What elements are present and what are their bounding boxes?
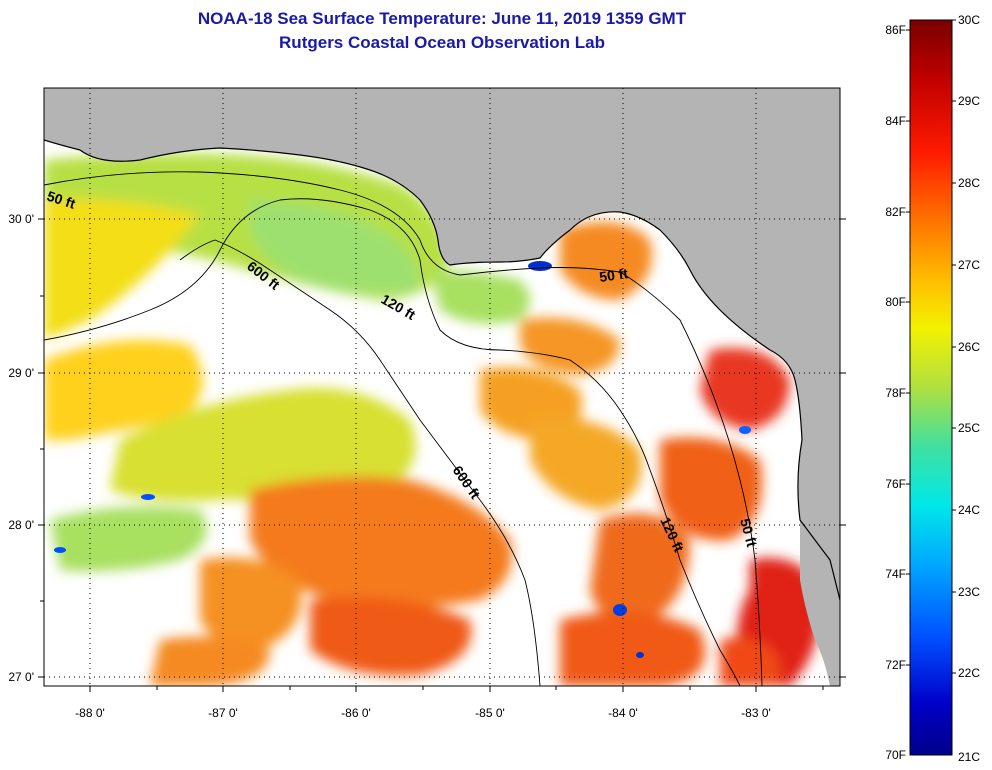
- c-label: 29C: [958, 94, 980, 108]
- contour-label: 50 ft: [737, 517, 760, 549]
- lon-label: -85 0': [475, 706, 505, 720]
- map-frame: [43, 87, 841, 687]
- lat-label: 27 0': [8, 670, 34, 684]
- c-label: 24C: [958, 503, 980, 517]
- lon-label: -87 0': [208, 706, 238, 720]
- lon-label: -86 0': [341, 706, 371, 720]
- f-label: 70F: [885, 748, 906, 762]
- contour-label: 50 ft: [598, 265, 629, 285]
- f-label: 76F: [885, 477, 906, 491]
- c-label: 23C: [958, 585, 980, 599]
- f-label: 80F: [885, 295, 906, 309]
- c-label: 25C: [958, 421, 980, 435]
- bathymetry-contours: [44, 171, 763, 686]
- lon-label: -84 0': [608, 706, 638, 720]
- axis-ticks: [38, 218, 846, 692]
- lat-label: 30 0': [8, 212, 34, 226]
- f-label: 84F: [885, 114, 906, 128]
- c-label: 21C: [958, 750, 980, 764]
- lon-label: -88 0': [75, 706, 105, 720]
- c-label: 28C: [958, 176, 980, 190]
- c-label: 27C: [958, 258, 980, 272]
- colorbar-ticks: [906, 19, 956, 674]
- sst-field: [44, 153, 821, 686]
- colorbar: [909, 19, 953, 756]
- lat-label: 29 0': [8, 366, 34, 380]
- coastline: [44, 139, 840, 601]
- f-label: 82F: [885, 205, 906, 219]
- lon-label: -83 0': [741, 706, 771, 720]
- longitude-labels: -88 0' -87 0' -86 0' -85 0' -84 0' -83 0…: [75, 706, 771, 720]
- f-label: 86F: [885, 23, 906, 37]
- map-subtitle: Rutgers Coastal Ocean Observation Lab: [279, 33, 605, 52]
- c-label: 26C: [958, 340, 980, 354]
- c-label: 22C: [958, 666, 980, 680]
- colorbar-c-labels: 30C 29C 28C 27C 26C 25C 24C 23C 22C 21C: [958, 13, 980, 764]
- f-label: 72F: [885, 658, 906, 672]
- lat-label: 28 0': [8, 518, 34, 532]
- f-label: 74F: [885, 567, 906, 581]
- colorbar-f-labels: 86F 84F 82F 80F 78F 76F 74F 72F 70F: [885, 23, 906, 762]
- latitude-labels: 30 0' 29 0' 28 0' 27 0': [8, 212, 34, 684]
- land-mass: [44, 88, 840, 600]
- c-label: 30C: [958, 13, 980, 27]
- f-label: 78F: [885, 386, 906, 400]
- map-title: NOAA-18 Sea Surface Temperature: June 11…: [197, 9, 687, 28]
